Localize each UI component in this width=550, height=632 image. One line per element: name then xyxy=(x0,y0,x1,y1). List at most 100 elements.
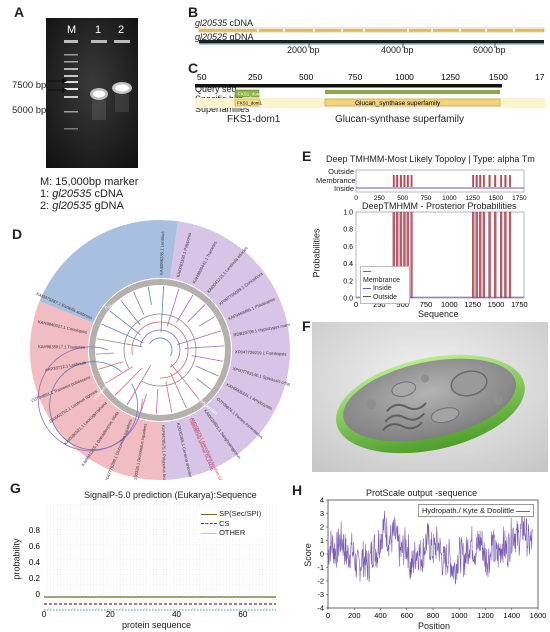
signalp-legend: SP(Sec/SPI) CS OTHER xyxy=(198,508,265,539)
tree-branch xyxy=(177,330,222,345)
lane-1-smear xyxy=(92,100,106,120)
panel-label-d: D xyxy=(12,226,23,242)
topology-tick: 250 xyxy=(374,195,385,202)
domain-axis-tick: 1750 xyxy=(535,72,545,82)
topology-helix xyxy=(509,175,511,187)
ladder-band xyxy=(64,88,78,90)
topology-helix xyxy=(504,175,507,187)
svg-text:FKS1_dom1: FKS1_dom1 xyxy=(237,101,263,106)
probability-x-tick: 1500 xyxy=(488,300,505,309)
probability-bar xyxy=(488,211,491,299)
lane-label-1: 1 xyxy=(95,24,101,36)
legend-inside: Inside xyxy=(363,285,407,294)
gel-image: M 1 2 7500 bp 5000 bp xyxy=(12,18,138,168)
gdna-track-accent xyxy=(199,43,544,45)
signalp-y-tick: 0.4 xyxy=(29,558,41,567)
gdna-track xyxy=(199,40,544,43)
protscale-xlabel: Position xyxy=(418,621,451,631)
protscale-ylabel: Score xyxy=(302,543,313,567)
vesicle-shape xyxy=(366,399,377,410)
track-label-outside: Outside xyxy=(328,167,354,176)
topology-helix xyxy=(472,175,475,187)
signalp-chart: 0.8 0.6 0.4 0.2 0 0 20 40 60 xyxy=(29,504,277,619)
alignment-tick-6000: 6000 bp xyxy=(473,45,506,55)
alignment-row-label-gdna: gl20525 gDNA xyxy=(195,32,254,42)
topology-track-labels: Outside Membrance Inside xyxy=(316,167,356,194)
probability-bar xyxy=(410,211,413,299)
ladder-band xyxy=(64,61,78,63)
ladder-band xyxy=(64,68,78,70)
tree-center xyxy=(88,278,232,422)
tree-internal-branch xyxy=(123,313,197,387)
superfamily-glucan-label: Glucan_synthase superfamily xyxy=(355,100,441,107)
tree-branch xyxy=(170,363,200,401)
legend-outside: Outside xyxy=(363,294,407,303)
signalp-x-tick: 0 xyxy=(42,610,47,619)
query-seq-bar xyxy=(195,84,502,88)
alignment-panel: gl20535 cDNA gl20525 gDNA 2000 bp 4000 b… xyxy=(195,18,545,58)
tree-leaf-label: KAH9835917.1 Trametes xyxy=(38,344,85,350)
tree-branch xyxy=(120,299,141,326)
cell-illustration-panel xyxy=(312,322,548,472)
legend-cs: CS xyxy=(201,519,261,529)
nucleus-shape xyxy=(450,370,488,397)
protscale-y-tick: 1 xyxy=(320,536,324,545)
specific-hit-glucan xyxy=(325,90,500,94)
topology-tick: 1500 xyxy=(489,195,504,202)
signalp-xlabel: protein sequence xyxy=(122,620,192,630)
probability-bar xyxy=(479,211,482,299)
domain-axis-tick: 1000 xyxy=(395,72,414,82)
protscale-y-tick: -4 xyxy=(317,604,324,613)
tree-branch xyxy=(133,291,145,315)
marker-arrow-head xyxy=(62,87,67,93)
probability-x-tick: 1000 xyxy=(441,300,458,309)
tree-leaf-label: KAF9478575.1 Polyporus brumalis xyxy=(161,425,168,480)
taxonomy-ring xyxy=(89,279,231,421)
hydropathy-series-line xyxy=(327,510,533,585)
protscale-y-tick: 2 xyxy=(320,523,324,532)
topology-strip xyxy=(355,169,525,193)
well-2 xyxy=(114,40,130,43)
phylogenetic-tree: KAI0075287.1 Earliella scabrosaKAH984092… xyxy=(29,220,302,495)
domain-axis-tick: 250 xyxy=(248,72,262,82)
panel-label-c: C xyxy=(188,60,199,76)
probability-y-tick: 0.2 xyxy=(343,278,353,285)
probability-bars xyxy=(356,211,524,299)
tree-branch xyxy=(147,287,152,305)
probability-bar xyxy=(508,211,512,299)
well-m xyxy=(64,40,78,43)
probability-x-tick: 500 xyxy=(396,300,409,309)
tree-branch xyxy=(191,355,224,362)
legend-membrane: Membrance xyxy=(363,268,407,285)
tree-branch xyxy=(105,366,133,384)
signalp-y-tick: 0 xyxy=(36,590,41,599)
alignment-tick-4000: 4000 bp xyxy=(381,45,414,55)
tree-internal-branch xyxy=(37,346,143,452)
track-label-membrane: Membrance xyxy=(316,175,356,185)
probability-bar xyxy=(482,211,485,299)
topology-tick: 0 xyxy=(354,195,358,202)
tree-branch xyxy=(96,338,143,348)
tree-branch xyxy=(165,381,173,413)
cdna-track xyxy=(199,29,544,32)
domain-tracks: 50 250 500 750 1000 1250 1500 1750 FKS1_… xyxy=(195,72,545,108)
ladder-band xyxy=(64,75,78,77)
topology-helix xyxy=(403,175,406,187)
topology-tick: 1750 xyxy=(512,195,527,202)
protscale-x-tick: 600 xyxy=(400,611,413,620)
tree-leaf-label: KAI0098285.1 Lentinus xyxy=(159,231,166,275)
alignment-tracks xyxy=(198,27,545,48)
superfamily-glucan-box xyxy=(324,98,501,107)
topology-helix xyxy=(410,175,413,187)
topology-helix xyxy=(488,175,491,187)
topology-tick: 1250 xyxy=(465,195,480,202)
topology-helix xyxy=(479,175,482,187)
phylogeny-panel: KAI0075287.1 Earliella scabrosa KAH984092… xyxy=(20,210,302,495)
protscale-x-tick: 1600 xyxy=(530,611,547,620)
protscale-y-tick: 0 xyxy=(320,550,324,559)
panel-label-b: B xyxy=(188,4,199,20)
organelle-shape xyxy=(430,407,460,424)
signalp-title: SignalP-5.0 prediction (Eukarya):Sequenc… xyxy=(84,490,257,500)
protscale-x-tick: 800 xyxy=(427,611,440,620)
caption-glucan: Glucan-synthase superfamily xyxy=(335,114,464,125)
